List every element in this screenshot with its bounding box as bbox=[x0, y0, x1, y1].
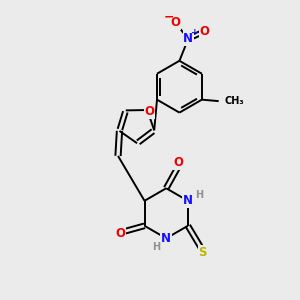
Text: S: S bbox=[198, 246, 207, 259]
Text: O: O bbox=[116, 227, 125, 240]
Text: H: H bbox=[152, 242, 160, 252]
Text: O: O bbox=[145, 105, 154, 118]
Text: CH₃: CH₃ bbox=[225, 96, 244, 106]
Text: N: N bbox=[183, 194, 193, 207]
Text: O: O bbox=[173, 156, 183, 169]
Text: O: O bbox=[200, 25, 209, 38]
Text: −: − bbox=[163, 11, 174, 24]
Text: H: H bbox=[195, 190, 203, 200]
Text: N: N bbox=[161, 232, 171, 245]
Text: +: + bbox=[191, 28, 199, 37]
Text: O: O bbox=[170, 16, 180, 29]
Text: N: N bbox=[183, 32, 193, 45]
